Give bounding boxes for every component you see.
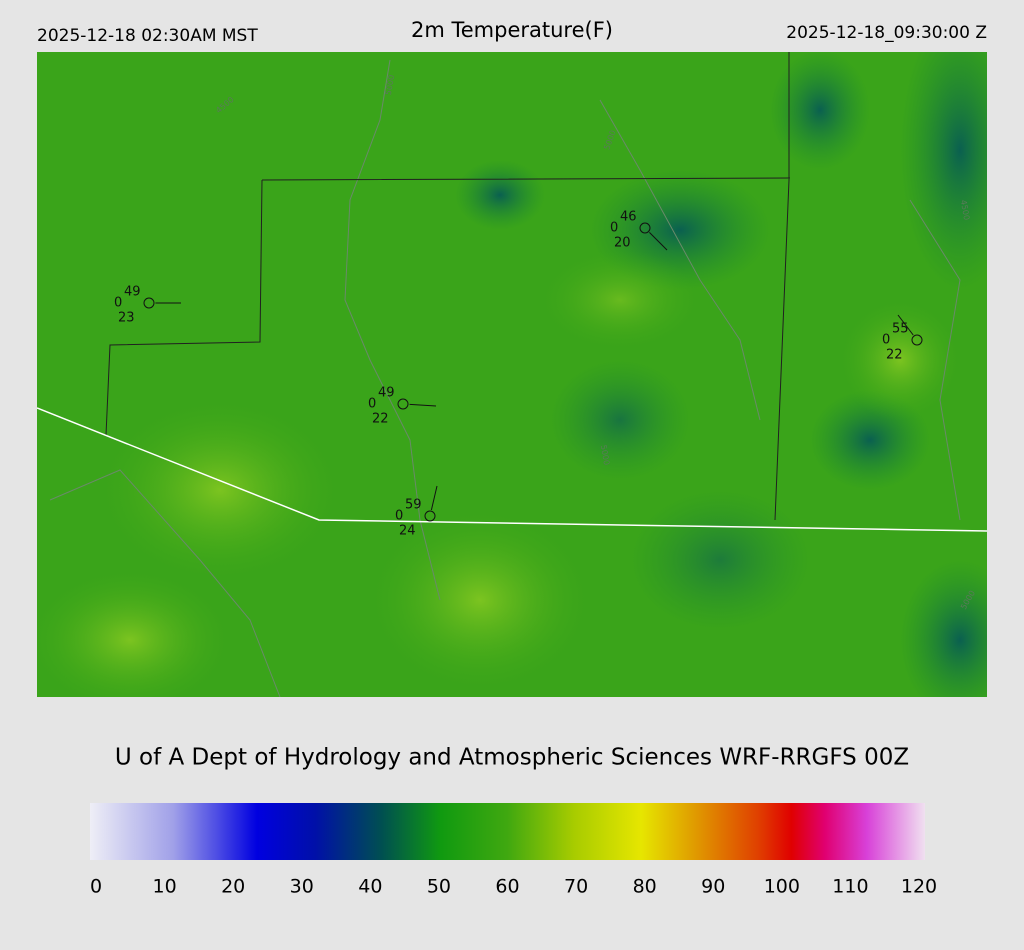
colorbar-tick-label: 100 (764, 876, 800, 898)
station-code: 0 (882, 333, 890, 348)
station-dewpoint: 23 (118, 311, 135, 326)
station-temperature: 59 (405, 498, 422, 513)
station-code: 0 (114, 296, 122, 311)
colorbar-tick-label: 70 (564, 876, 588, 898)
colorbar (90, 803, 925, 860)
colorbar-ticks: 0 10 20 30 40 50 60 70 80 90 100 110 120 (90, 876, 937, 898)
station-temperature: 46 (620, 210, 637, 225)
contour-label: 5000 (384, 74, 396, 96)
station-circle (397, 398, 409, 410)
station-dewpoint: 20 (614, 236, 631, 251)
contour-label: 5000 (599, 444, 611, 466)
station-temperature: 49 (124, 285, 141, 300)
local-time: 2025-12-18 02:30AM MST (37, 26, 258, 46)
colorbar-tick-label: 50 (427, 876, 451, 898)
station-dewpoint: 22 (372, 412, 389, 427)
colorbar-tick-label: 60 (495, 876, 519, 898)
wind-barb (430, 485, 438, 511)
colorbar-tick-label: 80 (633, 876, 657, 898)
colorbar-tick-label: 110 (832, 876, 868, 898)
utc-time: 2025-12-18_09:30:00 Z (786, 23, 987, 43)
station-circle (911, 334, 923, 346)
wind-barb (409, 403, 437, 407)
station-circle (424, 510, 436, 522)
station-code: 0 (368, 397, 376, 412)
temperature-field (37, 52, 987, 697)
station-dewpoint: 22 (886, 348, 903, 363)
map-title: 2m Temperature(F) (411, 18, 613, 42)
colorbar-tick-label: 20 (221, 876, 245, 898)
station-code: 0 (610, 221, 618, 236)
colorbar-tick-label: 10 (152, 876, 176, 898)
station-dewpoint: 24 (399, 524, 416, 539)
station-circle (143, 297, 155, 309)
contour-label: 4500 (959, 199, 971, 221)
wind-barb (897, 314, 914, 336)
station-circle (639, 222, 651, 234)
colorbar-tick-label: 90 (701, 876, 725, 898)
colorbar-tick-label: 30 (290, 876, 314, 898)
station-temperature: 49 (378, 386, 395, 401)
colorbar-tick-label: 120 (901, 876, 937, 898)
station-code: 0 (395, 509, 403, 524)
station-temperature: 55 (892, 322, 909, 337)
colorbar-tick-label: 40 (358, 876, 382, 898)
wind-barb (649, 232, 668, 251)
footer-credit: U of A Dept of Hydrology and Atmospheric… (115, 745, 909, 771)
colorbar-tick-label: 0 (90, 876, 102, 898)
